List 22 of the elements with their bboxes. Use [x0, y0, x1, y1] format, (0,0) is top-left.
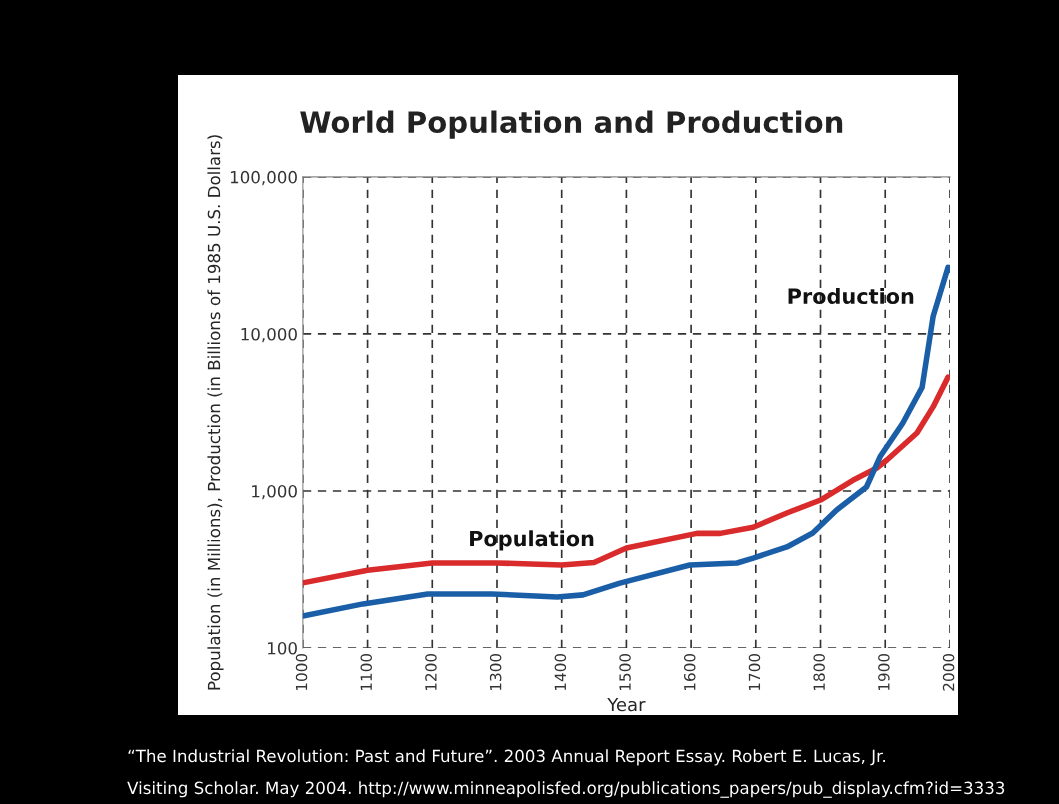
x-tick-label: 1200 [425, 653, 437, 691]
x-tick-label: 1800 [813, 653, 825, 691]
x-tick-label: 1400 [554, 653, 567, 691]
series-label: Production [788, 287, 914, 305]
y-tick-label: 100 [268, 641, 297, 655]
series-label: Population [470, 530, 594, 551]
y-axis-title: Population (in Millions), Production (in Billions of 1985 U.S. Dollars) [207, 135, 224, 690]
chart-title: World Population and Production [300, 110, 843, 139]
x-tick-label: 1100 [360, 653, 373, 691]
x-tick-label: 1300 [489, 653, 502, 691]
x-tick-label: 1000 [295, 653, 308, 691]
x-tick-label: 1900 [878, 653, 890, 691]
y-tick-label: 10,000 [241, 327, 297, 343]
text: Visiting Scholar. May 2004. http://www.minneapolisfed.org/publications_papers/pub_display.cfm?id=3333 [127, 781, 1005, 798]
x-tick-label: 1600 [683, 653, 696, 691]
x-tick-label: 1700 [748, 653, 761, 691]
y-tick-label: 1,000 [252, 484, 297, 500]
text: “The Industrial Revolution: Past and Future”. 2003 Annual Report Essay. Robert E. Lucas, Jr. [128, 749, 885, 766]
x-tick-label: 1500 [619, 653, 631, 691]
x-axis-title: Year [607, 697, 646, 712]
y-tick-label: 100,000 [230, 170, 297, 186]
x-tick-label: 2000 [942, 653, 955, 691]
